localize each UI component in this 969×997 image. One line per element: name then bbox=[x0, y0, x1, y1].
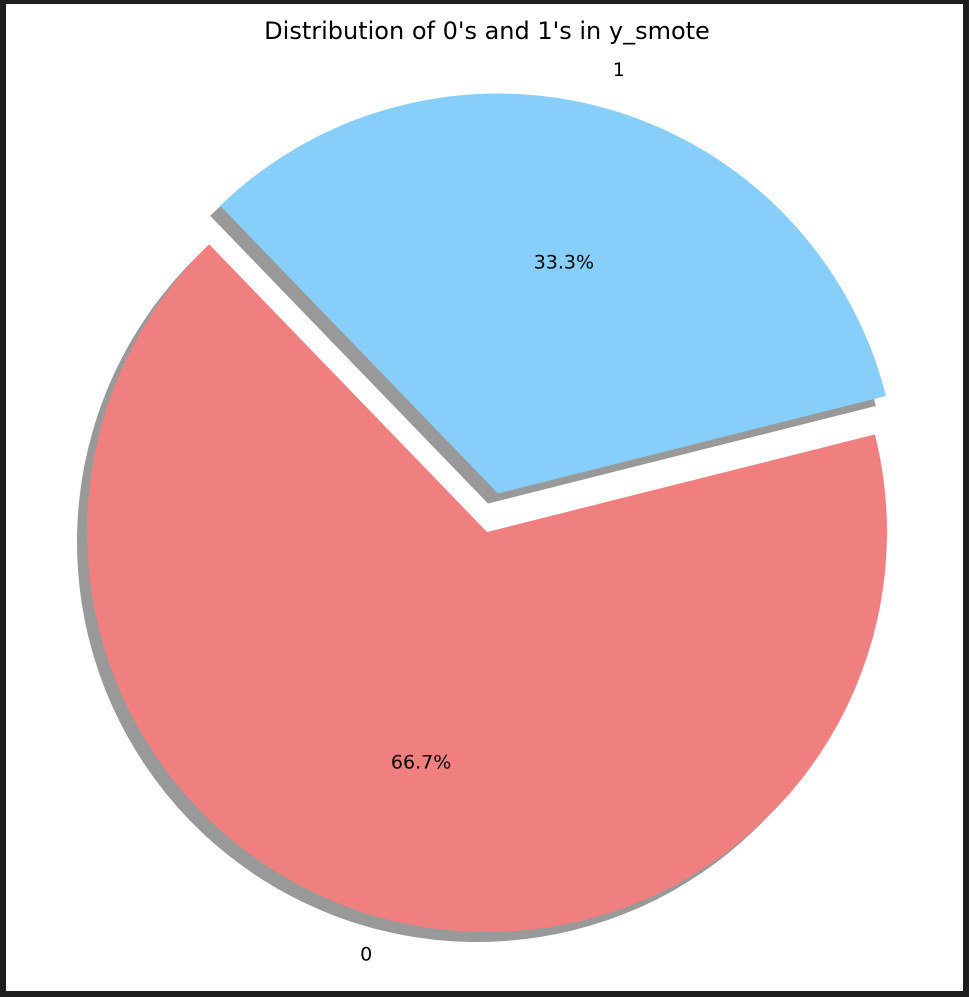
pie-slice-1 bbox=[220, 93, 886, 494]
pie-slices bbox=[87, 93, 888, 932]
chart-title: Distribution of 0's and 1's in y_smote bbox=[264, 17, 710, 45]
slice-label-1: 1 bbox=[613, 59, 625, 81]
pct-label-0: 66.7% bbox=[391, 751, 451, 773]
pie-labels: 66.7% 0 33.3% 1 bbox=[360, 59, 625, 966]
chart-figure: Distribution of 0's and 1's in y_smote 6… bbox=[6, 4, 963, 991]
pie-chart: Distribution of 0's and 1's in y_smote 6… bbox=[77, 17, 888, 966]
slice-label-0: 0 bbox=[360, 944, 372, 966]
pie-slice-0 bbox=[87, 244, 888, 932]
pct-label-1: 33.3% bbox=[534, 251, 594, 273]
